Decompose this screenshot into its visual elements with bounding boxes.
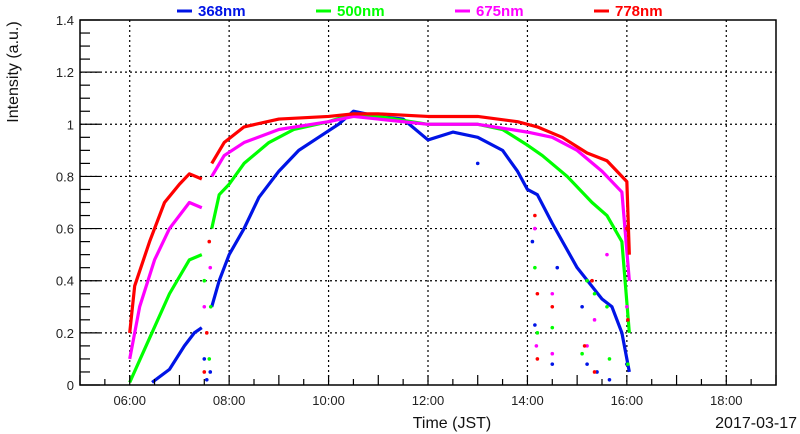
data-point-778nm	[204, 331, 209, 335]
legend-label-675nm: 675nm	[476, 3, 524, 20]
data-point-675nm	[625, 304, 629, 309]
y-tick-label: 0	[67, 378, 74, 393]
data-point-368nm	[555, 265, 560, 270]
data-point-368nm	[202, 357, 207, 361]
x-tick-label: 12:00	[412, 393, 445, 408]
data-point-778nm	[202, 370, 207, 374]
data-point-500nm	[208, 304, 213, 309]
y-tick-label: 1.4	[56, 13, 74, 28]
data-point-778nm	[626, 318, 630, 322]
data-point-500nm	[626, 362, 630, 366]
data-point-500nm	[592, 291, 597, 296]
series-line-778nm	[210, 112, 631, 255]
x-tick-label: 06:00	[113, 393, 146, 408]
date-label: 2017-03-17	[715, 415, 797, 432]
y-tick-label: 0.2	[56, 326, 74, 341]
data-point-368nm	[595, 370, 599, 374]
x-tick-label: 10:00	[312, 393, 345, 408]
series-line-500nm	[128, 253, 203, 384]
y-tick-label: 1	[67, 117, 74, 132]
x-tick-label: 18:00	[710, 393, 743, 408]
data-point-368nm	[580, 304, 584, 309]
y-tick-label: 0.4	[56, 274, 74, 289]
legend-label-500nm: 500nm	[337, 3, 385, 20]
x-tick-label: 16:00	[611, 393, 644, 408]
legend-label-368nm: 368nm	[198, 3, 246, 20]
legend: 368nm 500nm 675nm 778nm	[177, 3, 663, 20]
series-675nm	[128, 114, 631, 360]
data-point-675nm	[550, 291, 555, 296]
data-point-778nm	[582, 344, 587, 348]
data-point-675nm	[202, 304, 207, 309]
data-point-778nm	[592, 370, 597, 374]
grid-lines	[80, 20, 776, 385]
series-line-778nm	[128, 172, 203, 334]
data-point-368nm	[607, 377, 612, 382]
data-point-675nm	[592, 318, 597, 322]
data-point-675nm	[534, 344, 539, 348]
series-500nm	[128, 112, 631, 384]
data-point-675nm	[585, 344, 589, 348]
data-point-778nm	[550, 304, 555, 309]
data-point-368nm	[204, 377, 209, 382]
series-368nm	[151, 109, 631, 384]
data-point-675nm	[533, 226, 537, 231]
data-point-778nm	[535, 291, 540, 296]
data-point-368nm	[530, 239, 535, 244]
y-axis-title: Intensity (a.u.)	[5, 21, 22, 122]
series-778nm	[128, 112, 631, 374]
data-point-368nm	[533, 323, 537, 327]
y-tick-label: 0.6	[56, 222, 74, 237]
x-axis-title: Time (JST)	[413, 415, 492, 432]
legend-label-778nm: 778nm	[615, 3, 663, 20]
data-point-500nm	[580, 351, 584, 356]
data-point-675nm	[550, 351, 555, 356]
data-point-778nm	[533, 213, 537, 218]
axis-ticks	[79, 19, 777, 386]
data-point-500nm	[585, 278, 589, 283]
data-point-500nm	[533, 265, 537, 270]
data-point-368nm	[550, 362, 555, 366]
x-tick-label: 08:00	[213, 393, 246, 408]
data-point-368nm	[208, 370, 213, 374]
data-point-500nm	[605, 304, 609, 309]
series-line-368nm	[210, 109, 631, 373]
data-point-500nm	[202, 278, 207, 283]
data-point-778nm	[207, 239, 212, 244]
data-point-500nm	[550, 325, 555, 330]
data-point-778nm	[625, 226, 629, 231]
data-point-500nm	[207, 357, 212, 361]
data-point-500nm	[607, 357, 612, 361]
series-line-368nm	[151, 326, 203, 384]
data-point-368nm	[585, 362, 589, 366]
series-line-675nm	[128, 200, 203, 360]
data-point-500nm	[535, 331, 540, 335]
data-point-778nm	[590, 278, 594, 283]
data-point-675nm	[605, 252, 609, 257]
series-line-675nm	[210, 114, 631, 281]
x-tick-label: 14:00	[511, 393, 544, 408]
data-point-368nm	[475, 161, 480, 166]
series-layer	[128, 109, 631, 384]
series-line-500nm	[210, 112, 631, 333]
tick-labels: 06:00 08:00 10:00 12:00 14:00 16:00 18:00 0 0.2 0…	[56, 13, 743, 408]
data-point-675nm	[208, 265, 213, 270]
y-tick-label: 0.8	[56, 169, 74, 184]
y-tick-label: 1.2	[56, 65, 74, 80]
data-point-778nm	[535, 357, 540, 361]
